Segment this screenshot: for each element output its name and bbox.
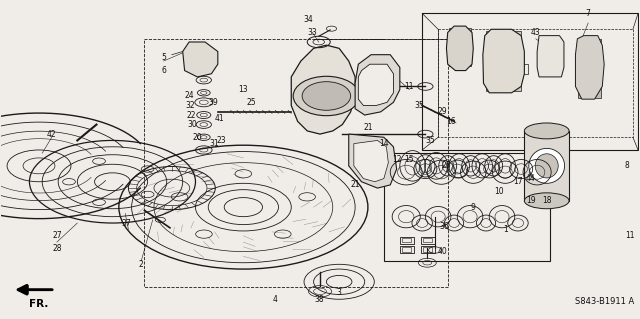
Polygon shape — [291, 45, 355, 134]
Text: 8: 8 — [624, 161, 629, 170]
Bar — [400, 237, 414, 244]
Bar — [424, 248, 433, 252]
Bar — [449, 28, 470, 66]
Bar — [403, 238, 412, 242]
Ellipse shape — [524, 123, 569, 139]
Polygon shape — [355, 55, 400, 115]
Text: 33: 33 — [307, 28, 317, 37]
Text: 35: 35 — [425, 136, 435, 145]
Text: 23: 23 — [216, 136, 226, 145]
Bar — [400, 246, 414, 253]
Text: 1: 1 — [503, 225, 508, 234]
Polygon shape — [575, 36, 604, 99]
Polygon shape — [182, 42, 218, 77]
Text: 3: 3 — [337, 288, 342, 297]
Text: 17: 17 — [513, 177, 523, 186]
Text: 14: 14 — [379, 139, 388, 148]
Polygon shape — [354, 140, 388, 182]
Text: 13: 13 — [239, 85, 248, 94]
Polygon shape — [447, 26, 473, 70]
Bar — [421, 237, 435, 244]
Polygon shape — [483, 29, 524, 93]
Bar — [421, 246, 435, 253]
Ellipse shape — [535, 154, 558, 178]
Text: 15: 15 — [404, 155, 414, 164]
Polygon shape — [537, 36, 564, 77]
Text: 36: 36 — [439, 222, 449, 231]
Text: 43: 43 — [531, 28, 541, 37]
Text: 42: 42 — [47, 130, 56, 138]
Text: 35: 35 — [414, 101, 424, 110]
Text: FR.: FR. — [29, 299, 49, 309]
Text: 31: 31 — [210, 139, 220, 148]
Text: 16: 16 — [446, 117, 456, 126]
Polygon shape — [349, 134, 397, 188]
Ellipse shape — [293, 76, 360, 116]
Text: S843-B1911 A: S843-B1911 A — [575, 297, 634, 306]
Text: 41: 41 — [214, 114, 224, 123]
Bar — [403, 248, 412, 252]
Text: 28: 28 — [52, 244, 61, 253]
Text: 4: 4 — [273, 295, 278, 304]
Text: 21: 21 — [363, 123, 372, 132]
Text: 37: 37 — [121, 219, 131, 227]
Text: 12: 12 — [392, 155, 401, 164]
Text: 25: 25 — [246, 98, 256, 107]
Bar — [424, 238, 433, 242]
Text: 27: 27 — [52, 231, 61, 240]
Text: 20: 20 — [193, 133, 202, 142]
Text: 11: 11 — [625, 231, 634, 240]
Bar — [524, 131, 569, 201]
Text: 29: 29 — [438, 108, 447, 116]
Text: 21: 21 — [350, 181, 360, 189]
Text: 24: 24 — [185, 92, 195, 100]
Ellipse shape — [524, 193, 569, 209]
Text: 9: 9 — [471, 203, 476, 211]
Text: 7: 7 — [586, 9, 591, 18]
Bar — [486, 31, 521, 91]
Text: 10: 10 — [494, 187, 504, 196]
Text: 30: 30 — [188, 120, 197, 129]
FancyArrowPatch shape — [18, 285, 52, 294]
Polygon shape — [358, 64, 394, 106]
Text: 38: 38 — [314, 295, 324, 304]
Text: 18: 18 — [542, 196, 552, 205]
Text: 19: 19 — [526, 196, 536, 205]
Bar — [578, 39, 601, 98]
Text: 22: 22 — [186, 111, 196, 120]
Text: 32: 32 — [185, 101, 195, 110]
Text: 6: 6 — [161, 66, 166, 75]
Text: 34: 34 — [303, 15, 314, 24]
Text: 2: 2 — [139, 260, 143, 269]
Text: 44: 44 — [526, 174, 536, 183]
Text: 40: 40 — [438, 247, 447, 256]
Text: 39: 39 — [209, 98, 218, 107]
Text: 5: 5 — [161, 53, 166, 62]
Text: 26: 26 — [442, 161, 451, 170]
Text: 11: 11 — [404, 82, 414, 91]
Ellipse shape — [529, 148, 564, 183]
Ellipse shape — [302, 82, 351, 110]
